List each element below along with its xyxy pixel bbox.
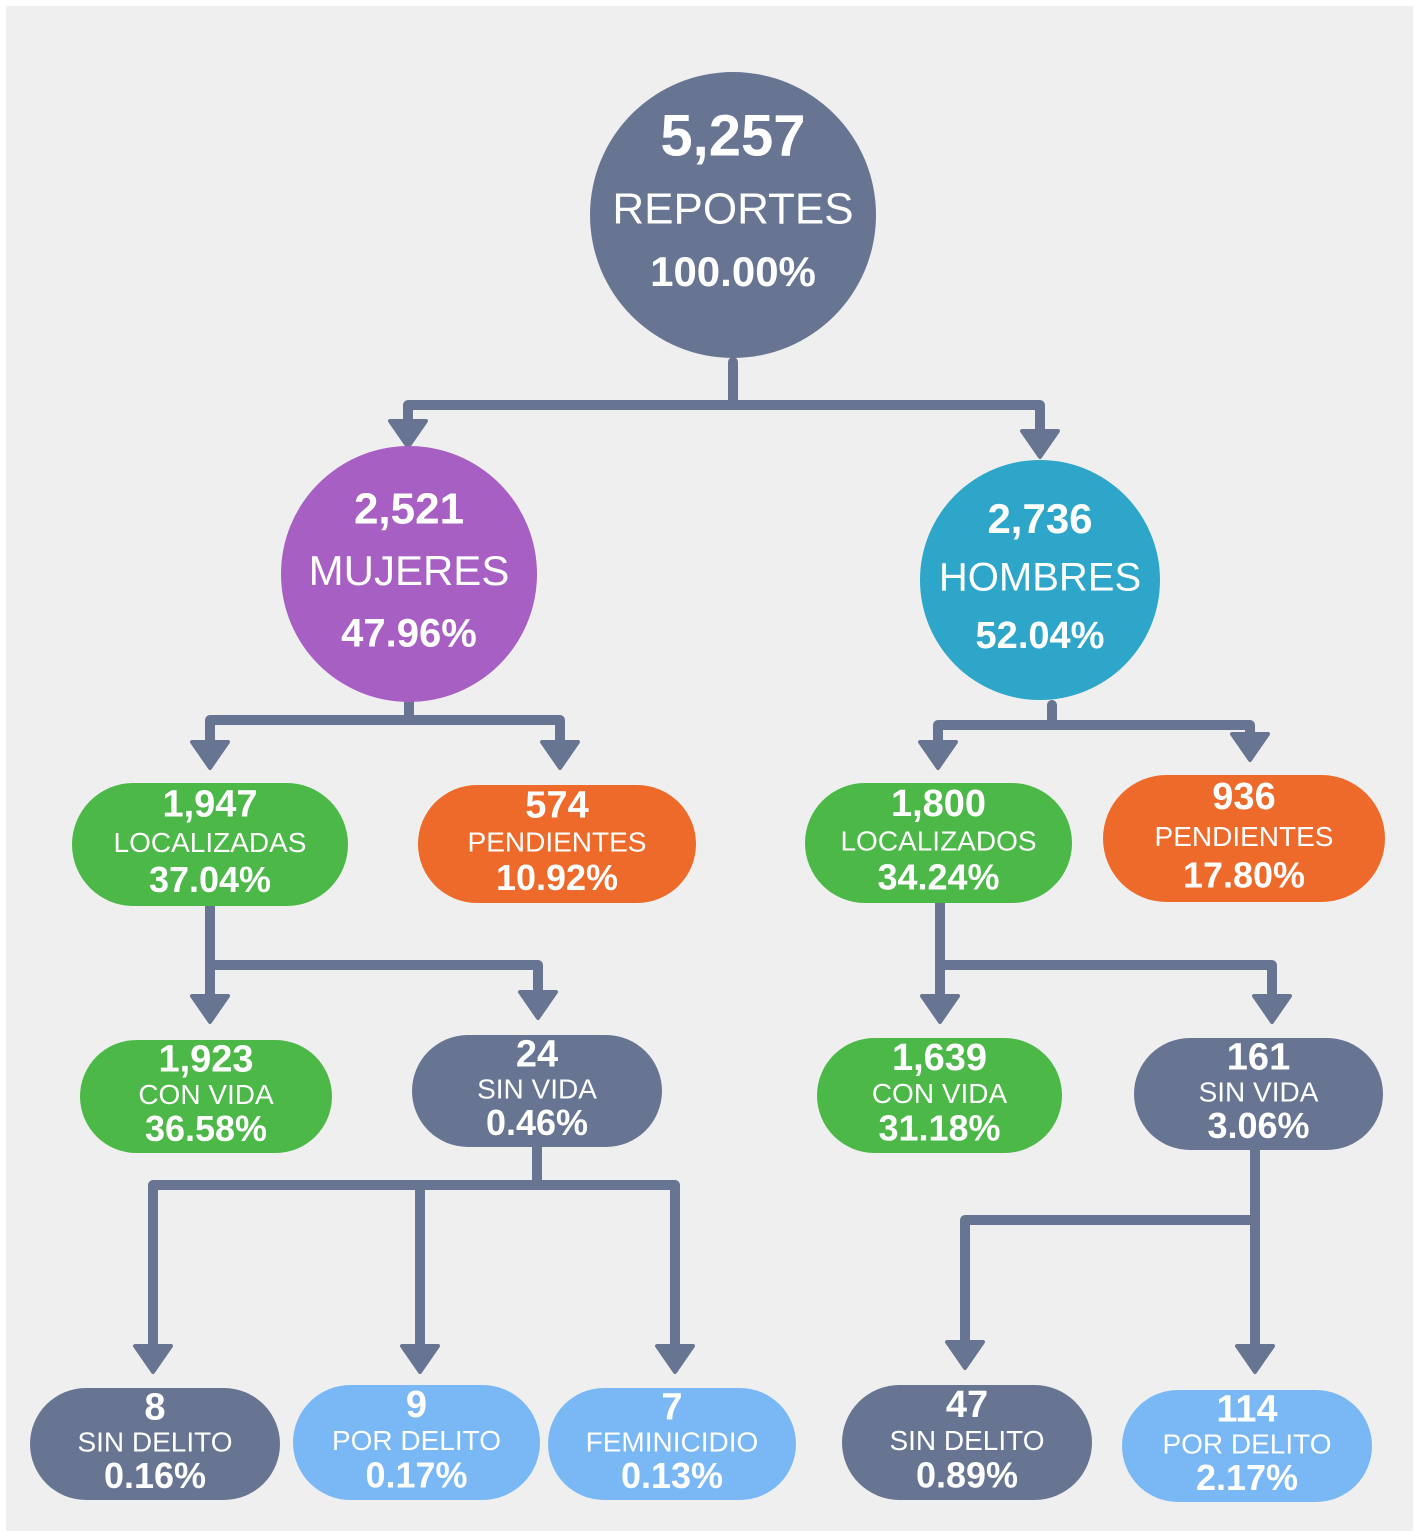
arrowhead xyxy=(655,1344,695,1374)
node-label: PENDIENTES xyxy=(468,826,647,857)
arrowhead xyxy=(400,1344,440,1374)
connector xyxy=(532,1180,680,1357)
node-percent: 31.18% xyxy=(878,1108,1000,1149)
node-value: 47 xyxy=(946,1384,988,1426)
connector xyxy=(415,1180,542,1357)
node-pill xyxy=(293,1385,540,1500)
arrowhead xyxy=(918,740,958,770)
node-value: 161 xyxy=(1227,1036,1290,1078)
node-pill xyxy=(72,783,348,906)
node-percent: 47.96% xyxy=(341,612,477,656)
node-label: HOMBRES xyxy=(939,556,1141,600)
node-label: SIN DELITO xyxy=(77,1426,232,1457)
node-label: POR DELITO xyxy=(1162,1428,1331,1459)
node-label: MUJERES xyxy=(309,547,510,594)
node-circle xyxy=(920,460,1160,700)
connector xyxy=(935,960,1277,1007)
node-percent: 36.58% xyxy=(145,1108,267,1149)
node-value: 7 xyxy=(661,1386,682,1428)
connector xyxy=(404,715,565,753)
node-label: LOCALIZADAS xyxy=(114,827,307,858)
arrowhead xyxy=(388,419,428,449)
node-circle xyxy=(281,446,537,702)
node-pill xyxy=(1122,1390,1372,1502)
connector xyxy=(205,695,414,753)
node-value: 1,923 xyxy=(158,1039,253,1081)
node-pill xyxy=(1103,775,1385,902)
node-percent: 0.46% xyxy=(486,1102,588,1143)
connector xyxy=(205,960,543,1003)
arrowhead xyxy=(945,1340,985,1370)
node-pill xyxy=(412,1035,662,1147)
node-pill xyxy=(30,1388,280,1500)
node-percent: 0.17% xyxy=(365,1455,467,1496)
node-percent: 0.13% xyxy=(621,1455,723,1496)
arrowhead xyxy=(1230,732,1270,762)
arrowhead xyxy=(190,994,230,1024)
node-value: 5,257 xyxy=(660,103,805,168)
node-value: 9 xyxy=(406,1384,427,1426)
node-percent: 2.17% xyxy=(1196,1457,1298,1498)
node-label: CON VIDA xyxy=(872,1078,1008,1109)
arrowhead xyxy=(518,990,558,1020)
arrowhead xyxy=(1252,994,1292,1024)
node-percent: 0.16% xyxy=(104,1455,206,1496)
node-percent: 100.00% xyxy=(650,248,816,295)
node-pill xyxy=(817,1038,1062,1153)
node-value: 8 xyxy=(144,1386,165,1428)
arrowhead xyxy=(133,1344,173,1374)
node-value: 2,521 xyxy=(354,485,464,534)
node-value: 114 xyxy=(1216,1388,1277,1430)
node-percent: 0.89% xyxy=(916,1455,1018,1496)
connector xyxy=(148,1142,542,1357)
node-label: CON VIDA xyxy=(138,1079,274,1110)
node-percent: 10.92% xyxy=(496,857,618,898)
node-label: POR DELITO xyxy=(332,1425,501,1456)
node-percent: 52.04% xyxy=(976,615,1105,657)
node-value: 2,736 xyxy=(987,495,1092,542)
node-value: 1,800 xyxy=(891,783,986,825)
arrowhead xyxy=(1020,429,1060,459)
node-pill xyxy=(1134,1038,1383,1150)
node-label: FEMINICIDIO xyxy=(586,1426,759,1457)
arrowhead xyxy=(1235,1344,1275,1374)
arrowhead xyxy=(920,994,960,1024)
node-value: 936 xyxy=(1212,776,1275,818)
connector xyxy=(933,700,1057,753)
node-label: SIN VIDA xyxy=(1199,1076,1319,1107)
node-pill xyxy=(80,1040,332,1153)
node-pill xyxy=(418,785,696,903)
node-pill xyxy=(548,1388,796,1500)
node-percent: 17.80% xyxy=(1183,854,1305,895)
arrowhead xyxy=(190,740,230,770)
arrowhead xyxy=(540,740,580,770)
node-label: LOCALIZADOS xyxy=(840,825,1036,856)
node-value: 1,947 xyxy=(162,783,257,825)
node-value: 574 xyxy=(525,784,588,826)
node-label: SIN VIDA xyxy=(477,1073,597,1104)
node-value: 1,639 xyxy=(892,1037,987,1079)
node-label: PENDIENTES xyxy=(1155,821,1334,852)
connector xyxy=(728,400,1045,442)
node-label: REPORTES xyxy=(612,185,853,234)
node-pill xyxy=(842,1385,1092,1500)
node-percent: 37.04% xyxy=(149,859,271,900)
node-value: 24 xyxy=(516,1033,558,1075)
node-circle xyxy=(590,72,876,358)
node-percent: 3.06% xyxy=(1207,1105,1309,1146)
node-percent: 34.24% xyxy=(877,857,999,898)
node-label: SIN DELITO xyxy=(889,1425,1044,1456)
node-pill xyxy=(805,783,1072,903)
